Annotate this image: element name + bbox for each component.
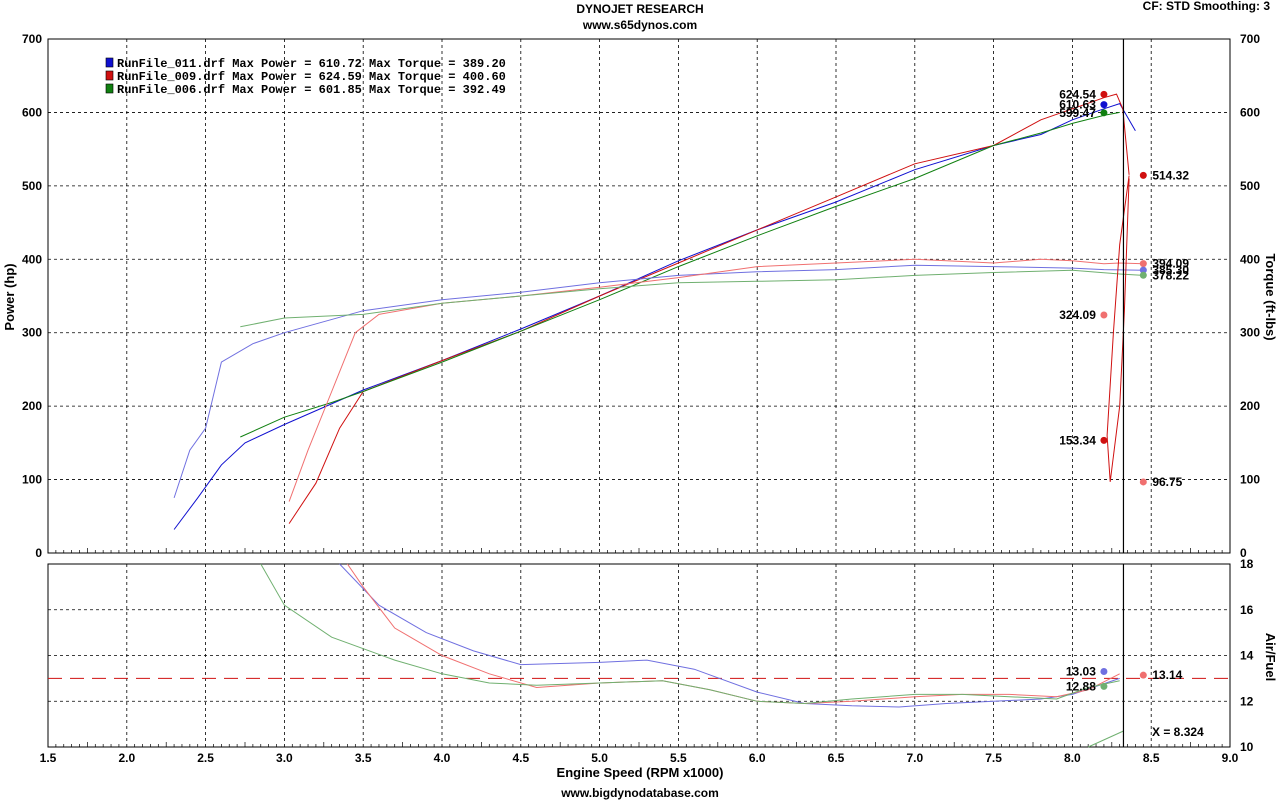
legend-swatch xyxy=(105,70,114,81)
settings-label: CF: STD Smoothing: 3 xyxy=(1143,0,1271,13)
series-line xyxy=(1087,730,1124,748)
x-tick-label: 8.0 xyxy=(1064,751,1081,765)
y2-tick-label: 500 xyxy=(1240,179,1260,193)
x-tick-label: 6.0 xyxy=(749,751,766,765)
y-tick-label: 100 xyxy=(22,473,42,487)
series-line xyxy=(240,111,1120,438)
y2-tick-label: 300 xyxy=(1240,326,1260,340)
x-tick-label: 4.5 xyxy=(512,751,529,765)
value-marker-label: 153.34 xyxy=(1059,433,1096,447)
power-torque-panel: 0 0 100 100 200 200 300 300 400 400 500 500 600 600 70… xyxy=(22,32,1260,560)
x-tick-label: 3.5 xyxy=(355,751,372,765)
value-marker-label: 394.09 xyxy=(1152,257,1189,271)
y2-tick-label: 200 xyxy=(1240,399,1260,413)
value-marker xyxy=(1100,668,1108,676)
x-tick-label: 2.0 xyxy=(118,751,135,765)
value-marker-label: 624.54 xyxy=(1059,87,1096,101)
cursor-x-label: X = 8.324 xyxy=(1152,725,1204,739)
value-marker-label: 514.32 xyxy=(1152,168,1189,182)
plot-frame-top xyxy=(47,38,1231,554)
x-tick-label: 1.5 xyxy=(40,751,57,765)
value-marker xyxy=(1100,90,1108,98)
value-marker-label: 378.22 xyxy=(1152,268,1189,282)
y2-tick-label: 12 xyxy=(1240,694,1254,708)
legend-swatch xyxy=(105,83,114,94)
value-marker-label: 12.88 xyxy=(1066,679,1096,693)
x-tick-label: 4.0 xyxy=(434,751,451,765)
y-tick-label: 200 xyxy=(22,399,42,413)
series-line xyxy=(173,102,1136,530)
x-tick-label: 6.5 xyxy=(828,751,845,765)
footer-url: www.bigdynodatabase.com xyxy=(560,786,719,800)
y2-tick-label: 700 xyxy=(1240,32,1260,46)
series-line xyxy=(240,269,1144,328)
value-marker-label: 13.03 xyxy=(1066,665,1096,679)
legend-entry: RunFile_009.drf Max Power = 624.59 Max T… xyxy=(117,70,506,84)
y2-tick-label: 600 xyxy=(1240,105,1260,119)
air-fuel-panel: 1.5 2.0 2.5 3.0 3.5 4.0 4.5 5.0 5.5 6.0 6.5 7.0 7.5 8… xyxy=(40,557,1254,765)
legend-entry: RunFile_006.drf Max Power = 601.85 Max T… xyxy=(117,83,506,97)
y-tick-label: 400 xyxy=(22,252,42,266)
value-marker xyxy=(1100,436,1108,444)
value-marker xyxy=(1139,171,1147,179)
x-tick-label: 3.0 xyxy=(276,751,293,765)
series-line xyxy=(339,563,1120,708)
value-marker xyxy=(1139,260,1147,268)
y2-tick-label: 18 xyxy=(1240,557,1254,571)
y-tick-label: 600 xyxy=(22,105,42,119)
value-marker-label: 324.09 xyxy=(1059,308,1096,322)
legend-swatch xyxy=(105,57,114,68)
value-marker xyxy=(1100,109,1108,117)
x-tick-label: 2.5 xyxy=(197,751,214,765)
x-tick-label: 5.0 xyxy=(591,751,608,765)
y2-tick-label: 400 xyxy=(1240,252,1260,266)
series-line xyxy=(173,264,1144,499)
y2-tick-label: 100 xyxy=(1240,473,1260,487)
legend-entry: RunFile_011.drf Max Power = 610.72 Max T… xyxy=(117,57,506,71)
y-axis-label-torque: Torque (ft-lbs) xyxy=(1263,253,1278,340)
value-marker xyxy=(1100,682,1108,690)
series-line xyxy=(288,258,1144,502)
y-axis-label-power: Power (hp) xyxy=(2,263,17,330)
y2-tick-label: 10 xyxy=(1240,740,1254,754)
value-marker-label: 599.47 xyxy=(1059,106,1096,120)
value-marker xyxy=(1100,311,1108,319)
y2-tick-label: 14 xyxy=(1240,649,1254,663)
value-marker-label: 13.14 xyxy=(1152,668,1182,682)
x-axis-label: Engine Speed (RPM x1000) xyxy=(557,765,724,780)
value-marker xyxy=(1139,478,1147,486)
y2-tick-label: 0 xyxy=(1240,546,1247,560)
y-axis-label-airfuel: Air/Fuel xyxy=(1263,633,1278,681)
x-tick-label: 7.0 xyxy=(906,751,923,765)
x-tick-label: 9.0 xyxy=(1222,751,1239,765)
x-tick-label: 7.5 xyxy=(985,751,1002,765)
series-line xyxy=(260,563,1120,705)
y-tick-label: 500 xyxy=(22,179,42,193)
chart-title: DYNOJET RESEARCH xyxy=(576,2,703,16)
value-marker xyxy=(1139,671,1147,679)
legend: RunFile_011.drf Max Power = 610.72 Max T… xyxy=(105,57,506,97)
value-marker xyxy=(1139,271,1147,279)
value-marker xyxy=(1100,101,1108,109)
y-tick-label: 300 xyxy=(22,326,42,340)
y-tick-label: 700 xyxy=(22,32,42,46)
y2-tick-label: 16 xyxy=(1240,603,1254,617)
value-marker xyxy=(1139,266,1147,274)
value-marker-label: 96.75 xyxy=(1152,475,1182,489)
value-marker-label: 610.63 xyxy=(1059,98,1096,112)
value-marker-label: 385.30 xyxy=(1152,263,1189,277)
chart-subtitle: www.s65dynos.com xyxy=(582,18,697,32)
y-tick-label: 0 xyxy=(35,546,42,560)
x-tick-label: 8.5 xyxy=(1143,751,1160,765)
x-tick-label: 5.5 xyxy=(670,751,687,765)
